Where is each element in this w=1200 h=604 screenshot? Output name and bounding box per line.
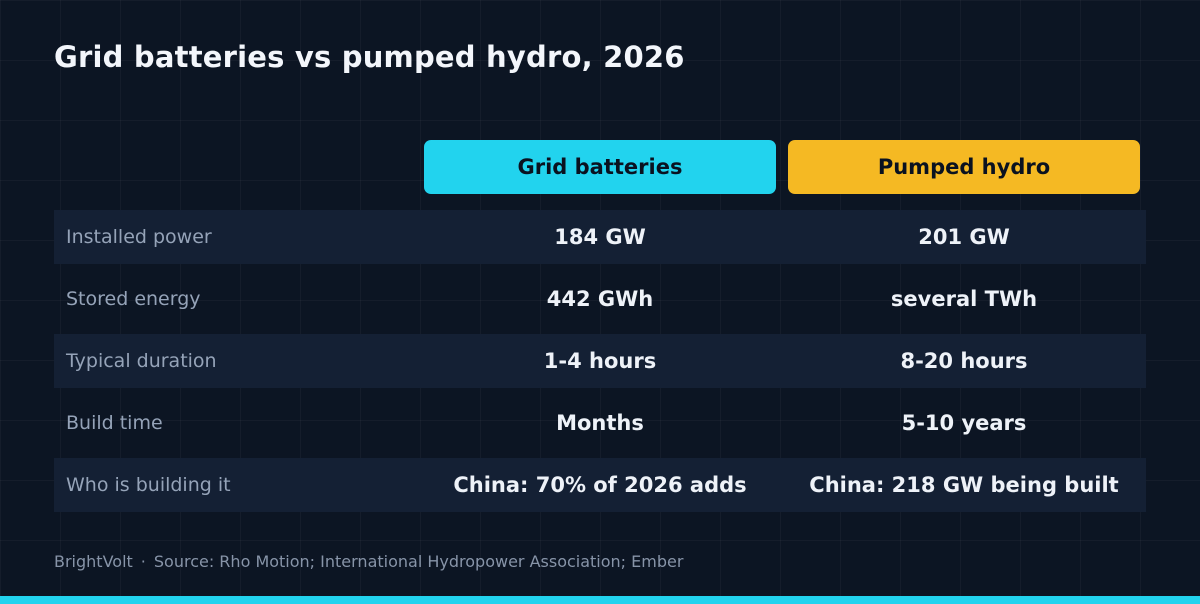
brand-name: BrightVolt	[54, 552, 133, 571]
table-row-stored-energy: Stored energy 442 GWh several TWh	[54, 272, 1146, 326]
footer: BrightVolt · Source: Rho Motion; Internati…	[54, 552, 683, 571]
chart-title: Grid batteries vs pumped hydro, 2026	[54, 40, 685, 74]
row-label: Installed power	[66, 226, 212, 248]
column-header-grid-batteries: Grid batteries	[424, 140, 776, 194]
accent-bar	[0, 596, 1200, 604]
cell-pumped-hydro: 201 GW	[918, 225, 1010, 249]
cell-grid-batteries: 442 GWh	[546, 287, 654, 311]
cell-grid-batteries: China: 70% of 2026 adds	[453, 473, 747, 497]
row-label: Stored energy	[66, 288, 201, 310]
cell-grid-batteries: 184 GW	[554, 225, 646, 249]
cell-pumped-hydro: 8-20 hours	[900, 349, 1028, 373]
table-row-build-time: Build time Months 5-10 years	[54, 396, 1146, 450]
row-label: Who is building it	[66, 474, 231, 496]
cell-pumped-hydro: 5-10 years	[901, 411, 1027, 435]
column-header-pumped-hydro: Pumped hydro	[788, 140, 1140, 194]
table-row-who-is-building: Who is building it China: 70% of 2026 ad…	[54, 458, 1146, 512]
cell-grid-batteries: 1-4 hours	[543, 349, 657, 373]
row-label: Build time	[66, 412, 163, 434]
source-note: Source: Rho Motion; International Hydrop…	[153, 552, 684, 571]
table-row-installed-power: Installed power 184 GW 201 GW	[54, 210, 1146, 264]
cell-pumped-hydro: several TWh	[890, 287, 1038, 311]
cell-grid-batteries: Months	[556, 411, 644, 435]
row-label: Typical duration	[66, 350, 217, 372]
table-row-typical-duration: Typical duration 1-4 hours 8-20 hours	[54, 334, 1146, 388]
cell-pumped-hydro: China: 218 GW being built	[809, 473, 1119, 497]
footer-separator: ·	[140, 552, 146, 571]
